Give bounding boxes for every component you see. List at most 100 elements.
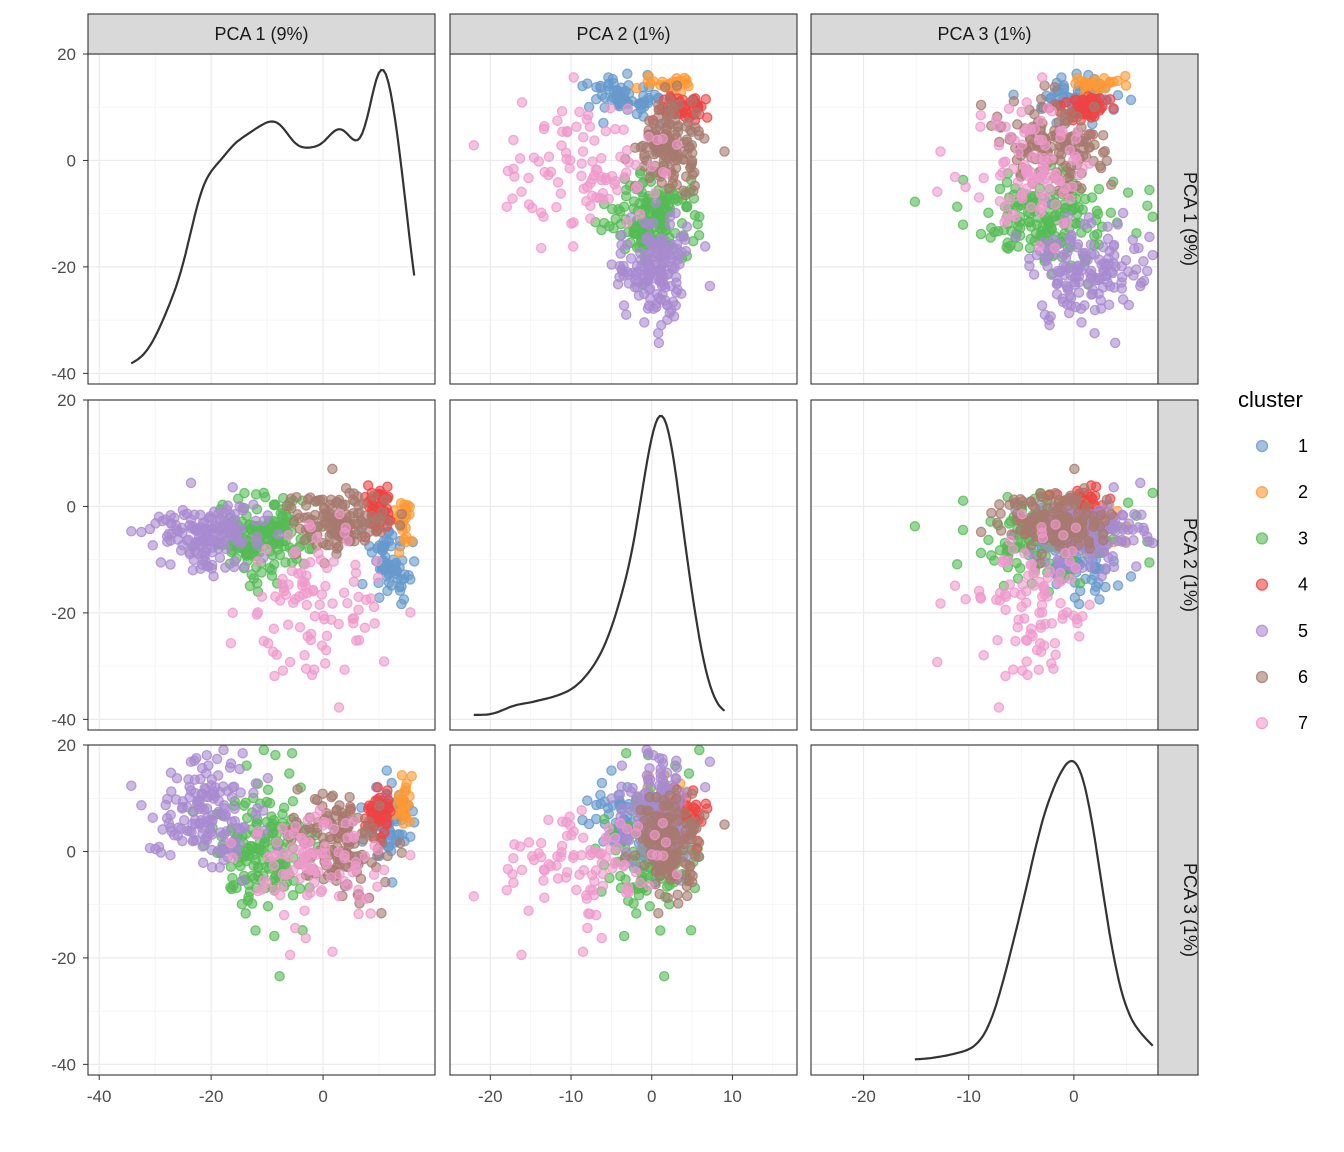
point-cluster-1 [382, 585, 393, 597]
point-cluster-5 [177, 504, 189, 516]
point-cluster-7 [297, 857, 308, 869]
panel-bg-1-1 [88, 54, 435, 384]
point-cluster-7 [1007, 163, 1019, 175]
legend-key-7 [1255, 717, 1269, 730]
point-cluster-6 [1084, 543, 1096, 554]
point-cluster-7 [523, 837, 535, 848]
point-cluster-5 [234, 763, 245, 775]
point-cluster-7 [1025, 201, 1037, 213]
legend-label: 5 [1298, 621, 1308, 641]
point-cluster-5 [657, 758, 669, 769]
legend-key-5 [1255, 624, 1269, 637]
point-cluster-6 [374, 800, 385, 811]
point-cluster-3 [668, 189, 680, 201]
x-tick-label: -40 [87, 1087, 112, 1106]
point-cluster-7 [1004, 579, 1016, 590]
point-cluster-6 [635, 804, 647, 816]
point-cluster-5 [618, 300, 630, 311]
point-cluster-3 [1024, 242, 1036, 254]
point-cluster-5 [1061, 299, 1073, 310]
point-cluster-1 [383, 536, 395, 547]
point-cluster-7 [1004, 131, 1016, 143]
point-cluster-7 [252, 885, 264, 897]
point-cluster-3 [986, 550, 997, 561]
point-cluster-5 [262, 772, 274, 784]
point-cluster-3 [241, 812, 253, 824]
point-cluster-3 [1080, 193, 1091, 205]
point-cluster-7 [319, 658, 331, 669]
point-cluster-5 [1112, 219, 1123, 230]
point-cluster-7 [555, 188, 567, 199]
legend-label: 6 [1298, 667, 1308, 687]
point-cluster-7 [348, 830, 360, 842]
point-cluster-7 [543, 151, 555, 163]
point-cluster-7 [561, 816, 572, 828]
point-cluster-7 [333, 891, 345, 902]
point-cluster-6 [669, 129, 681, 140]
point-cluster-7 [581, 893, 593, 905]
point-cluster-7 [333, 702, 345, 713]
point-cluster-6 [661, 123, 673, 134]
point-cluster-7 [1040, 140, 1051, 151]
point-cluster-7 [276, 880, 288, 892]
point-cluster-6 [975, 526, 987, 538]
point-cluster-7 [991, 594, 1002, 606]
point-cluster-5 [1085, 239, 1097, 250]
point-cluster-7 [556, 106, 568, 117]
point-cluster-5 [181, 535, 193, 546]
point-cluster-7 [353, 908, 364, 920]
point-cluster-7 [576, 804, 587, 816]
point-cluster-7 [311, 532, 322, 544]
point-cluster-1 [1125, 94, 1137, 106]
point-cluster-5 [221, 825, 232, 837]
y-tick-label: 20 [57, 736, 76, 755]
point-cluster-7 [514, 841, 526, 852]
y-tick-label: -40 [51, 364, 76, 383]
point-cluster-7 [302, 814, 313, 826]
point-cluster-3 [261, 796, 273, 808]
point-cluster-7 [568, 72, 579, 83]
point-cluster-7 [305, 860, 317, 872]
y-tick-label: 0 [67, 842, 76, 861]
point-cluster-6 [679, 807, 690, 819]
point-cluster-7 [1065, 193, 1076, 205]
x-tick-label: 10 [723, 1087, 742, 1106]
point-cluster-7 [596, 932, 607, 944]
point-cluster-3 [1147, 211, 1158, 223]
point-cluster-6 [368, 490, 379, 502]
y-tick-label: -40 [51, 1055, 76, 1074]
point-cluster-7 [1022, 669, 1033, 681]
point-cluster-6 [363, 526, 375, 538]
point-cluster-5 [188, 554, 200, 566]
point-cluster-7 [935, 598, 946, 609]
point-cluster-7 [1067, 546, 1078, 557]
y-tick-label: -20 [51, 949, 76, 968]
point-cluster-6 [1069, 463, 1080, 475]
point-cluster-5 [1042, 261, 1053, 272]
point-cluster-6 [699, 133, 710, 144]
point-cluster-5 [1095, 295, 1106, 306]
point-cluster-3 [246, 569, 257, 580]
point-cluster-7 [1021, 97, 1032, 108]
point-cluster-7 [252, 556, 264, 567]
point-cluster-7 [340, 522, 352, 533]
point-cluster-3 [618, 201, 630, 213]
point-cluster-7 [618, 124, 629, 135]
point-cluster-1 [398, 573, 410, 585]
point-cluster-5 [150, 843, 161, 855]
point-cluster-7 [538, 875, 549, 886]
point-cluster-5 [229, 803, 240, 814]
point-cluster-7 [632, 181, 644, 192]
point-cluster-1 [636, 99, 647, 110]
point-cluster-5 [616, 229, 627, 241]
point-cluster-5 [643, 284, 655, 296]
point-cluster-5 [1109, 337, 1121, 349]
point-cluster-7 [1050, 199, 1061, 210]
point-cluster-7 [300, 932, 311, 944]
point-cluster-5 [184, 520, 195, 531]
point-cluster-5 [621, 239, 633, 250]
point-cluster-5 [1147, 249, 1158, 261]
point-cluster-5 [136, 526, 147, 538]
point-cluster-3 [1144, 557, 1155, 568]
point-cluster-5 [1076, 317, 1087, 328]
